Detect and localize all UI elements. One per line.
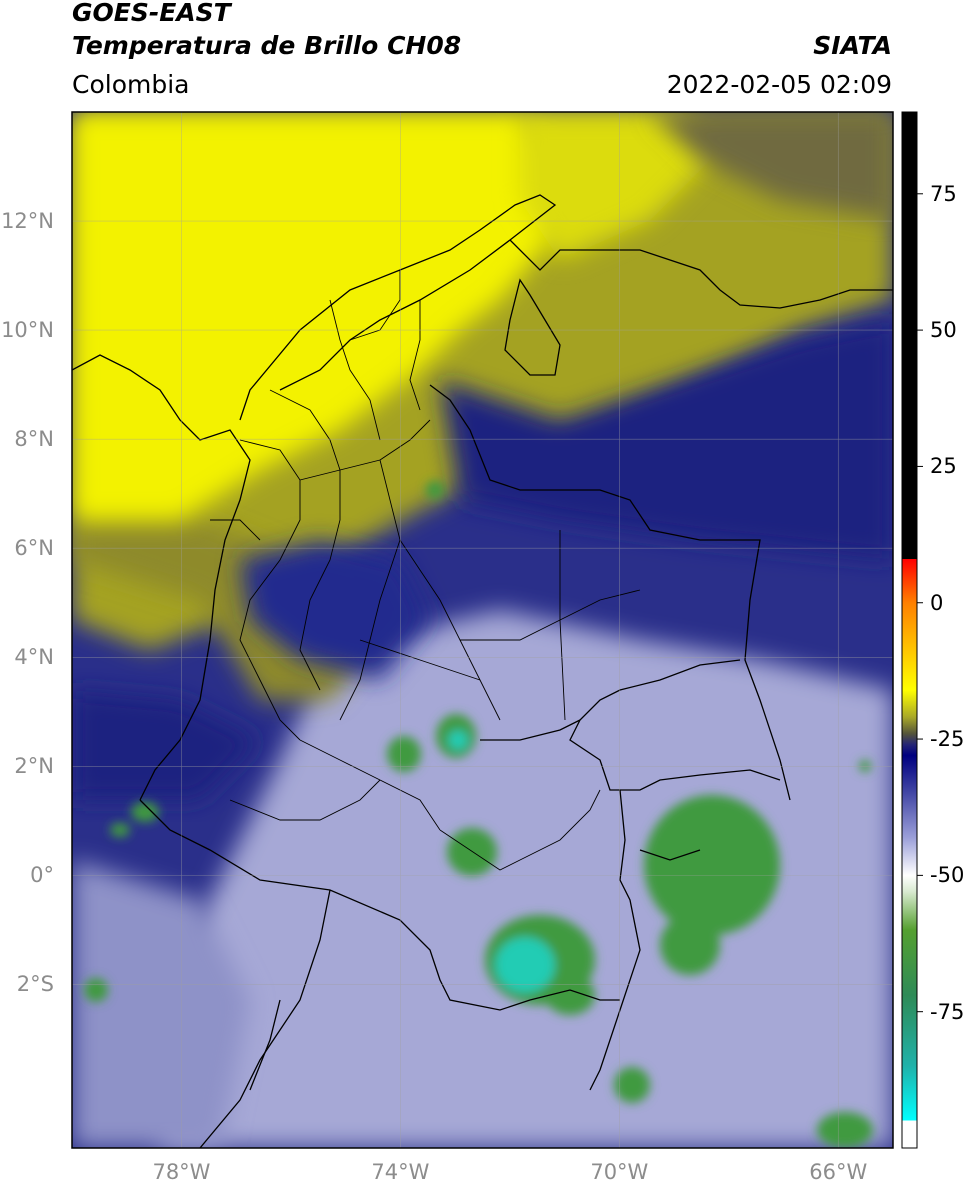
lavender-region [160, 610, 893, 1148]
lon-tick-label: 70°W [590, 1160, 649, 1184]
colorbar-tick-label: 75 [930, 181, 957, 206]
region-subtitle: Colombia [72, 70, 190, 99]
lat-tick-label: 8°N [14, 427, 54, 452]
colorbar-tick-label: -50 [930, 863, 965, 888]
graticule [72, 112, 893, 1148]
lat-tick-label: 0° [30, 863, 54, 888]
satellite-title: GOES-EAST [72, 0, 231, 27]
cold-blue-central [240, 540, 430, 680]
yellow-region [72, 112, 560, 520]
colorbar-tick-label: 0 [930, 590, 944, 615]
cold-blue-sw [72, 690, 260, 800]
colorbar-tick-label: 50 [930, 318, 957, 343]
dark-olive-ne [650, 112, 893, 220]
lon-tick-label: 78°W [152, 1160, 211, 1184]
datetime-label: 2022-02-05 02:09 [666, 70, 892, 99]
colorbar [901, 111, 918, 1149]
country-borders [72, 194, 893, 1148]
department-borders [210, 270, 641, 871]
lat-tick-label: 2°N [14, 754, 54, 779]
product-title: Temperatura de Brillo CH08 [72, 31, 462, 60]
yellow-north [520, 112, 720, 260]
brightness-temperature-field [72, 112, 893, 1148]
lavender-west [72, 860, 250, 1148]
colorbar-tick-label: -75 [930, 999, 965, 1024]
colorbar-tick-label: -25 [930, 727, 965, 752]
convective-cores [84, 481, 873, 1148]
lat-tick-label: 2°S [16, 972, 54, 997]
lat-tick-label: 10°N [1, 318, 54, 343]
lat-tick-label: 4°N [14, 645, 54, 670]
lat-tick-label: 12°N [1, 209, 54, 234]
map-frame [71, 111, 894, 1149]
cold-blue-band [440, 320, 893, 560]
lat-tick-label: 6°N [14, 536, 54, 561]
colorbar-ticks [917, 193, 923, 1013]
lon-tick-label: 74°W [371, 1160, 430, 1184]
colorbar-tick-label: 25 [930, 454, 957, 479]
lon-tick-label: 66°W [809, 1160, 868, 1184]
source-label: SIATA [813, 31, 892, 60]
